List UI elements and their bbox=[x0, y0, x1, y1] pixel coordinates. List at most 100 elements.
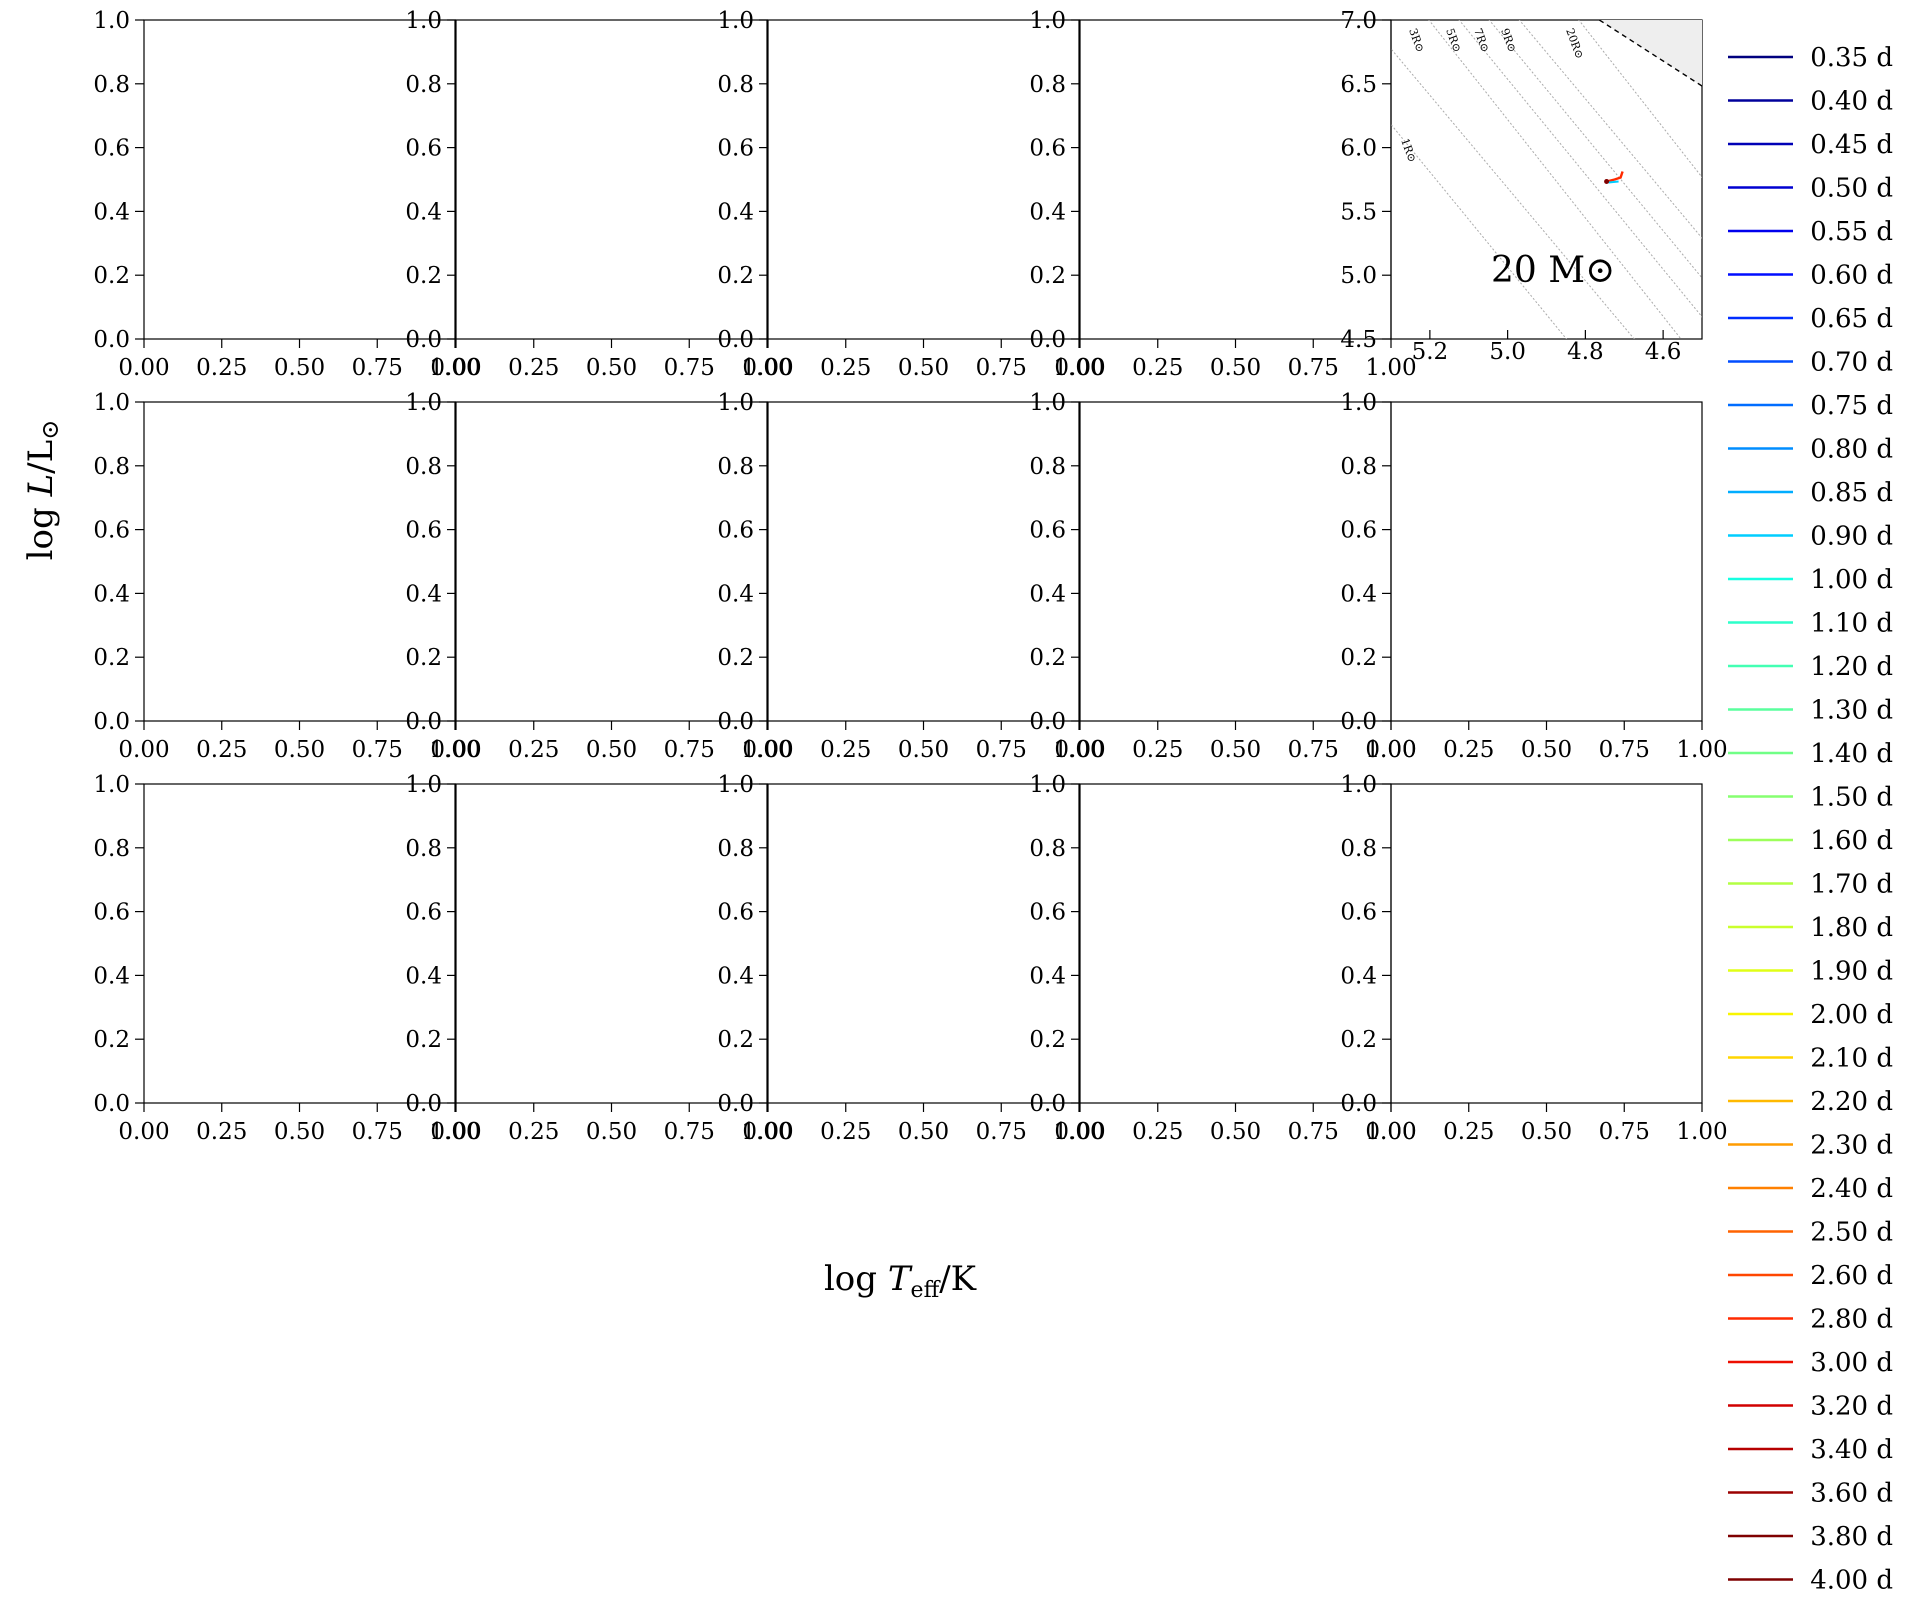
y-tick-label: 0.2 bbox=[1340, 1027, 1377, 1053]
y-tick-label: 1.0 bbox=[717, 8, 754, 34]
x-axis-title-part: eff bbox=[911, 1278, 941, 1303]
legend-label: 0.40 d bbox=[1810, 87, 1893, 117]
y-tick-label: 1.0 bbox=[717, 390, 754, 416]
x-tick-label: 0.75 bbox=[664, 1119, 715, 1145]
x-tick-label: 1.00 bbox=[1053, 355, 1104, 381]
y-tick-label: 0.2 bbox=[1340, 645, 1377, 671]
legend-label: 4.00 d bbox=[1810, 1566, 1893, 1596]
panel-r1-c2: 0.0 0.2 0.4 0.6 0.8 1.0 0.00 0.25 0.50 0.75 1.00 bbox=[717, 390, 1104, 763]
x-tick-label: 0.25 bbox=[508, 737, 559, 763]
y-tick-label: 0.8 bbox=[1029, 454, 1066, 480]
y-tick-label: 6.5 bbox=[1340, 72, 1377, 98]
panel-r1-c3: 0.0 0.2 0.4 0.6 0.8 1.0 0.00 0.25 0.50 0.75 1.00 bbox=[1029, 390, 1416, 763]
y-tick-label: 0.2 bbox=[1029, 645, 1066, 671]
x-tick-label: 0.50 bbox=[1210, 737, 1261, 763]
y-tick-label: 7.0 bbox=[1340, 8, 1377, 34]
x-tick-label: 1.00 bbox=[741, 1119, 792, 1145]
y-tick-label: 1.0 bbox=[405, 390, 442, 416]
legend-label: 0.75 d bbox=[1810, 391, 1893, 421]
y-tick-label: 0.8 bbox=[1340, 836, 1377, 862]
legend-label: 1.10 d bbox=[1810, 609, 1893, 639]
panel-r2-c4: 0.0 0.2 0.4 0.6 0.8 1.0 0.00 0.25 0.50 0.75 1.00 bbox=[1340, 772, 1727, 1145]
radius-line bbox=[1391, 48, 1635, 339]
y-tick-label: 1.0 bbox=[93, 390, 130, 416]
y-tick-label: 0.4 bbox=[1340, 963, 1377, 989]
x-tick-label: 5.2 bbox=[1412, 339, 1449, 365]
y-tick-label: 0.8 bbox=[93, 72, 130, 98]
x-tick-label: 0.00 bbox=[1054, 737, 1105, 763]
x-tick-label: 1.00 bbox=[1676, 737, 1727, 763]
x-tick-label: 4.8 bbox=[1567, 339, 1604, 365]
y-tick-label: 0.6 bbox=[405, 900, 442, 926]
legend-label: 0.90 d bbox=[1810, 522, 1893, 552]
x-tick-label: 0.25 bbox=[508, 1119, 559, 1145]
y-tick-label: 0.6 bbox=[717, 518, 754, 544]
x-tick-label: 0.50 bbox=[1210, 1119, 1261, 1145]
x-tick-label: 1.00 bbox=[741, 737, 792, 763]
x-tick-label: 0.00 bbox=[430, 355, 481, 381]
panel-frame bbox=[767, 401, 1080, 722]
y-tick-label: 0.8 bbox=[93, 836, 130, 862]
x-tick-label: 0.00 bbox=[430, 737, 481, 763]
radius-line bbox=[1428, 20, 1682, 339]
y-tick-label: 0.2 bbox=[1029, 263, 1066, 289]
x-tick-label: 0.75 bbox=[1288, 737, 1339, 763]
y-tick-label: 0.0 bbox=[1029, 327, 1066, 353]
legend-label: 2.40 d bbox=[1810, 1174, 1893, 1204]
y-tick-label: 0.6 bbox=[93, 518, 130, 544]
panel-r0-c1: 0.0 0.2 0.4 0.6 0.8 1.0 0.00 0.25 0.50 0.75 1.00 bbox=[405, 8, 792, 381]
evolution-track bbox=[1608, 180, 1619, 184]
legend-label: 2.80 d bbox=[1810, 1305, 1893, 1335]
x-tick-label: 0.75 bbox=[352, 355, 403, 381]
y-tick-label: 0.0 bbox=[93, 709, 130, 735]
x-tick-label: 0.25 bbox=[1132, 355, 1183, 381]
legend-label: 1.80 d bbox=[1810, 913, 1893, 943]
panel-frame bbox=[455, 783, 768, 1104]
panel-r0-c4: 1R⊙ 3R⊙ 5R⊙ 7R⊙ 9R⊙ 20R⊙ 20 M⊙ 4.5 5.0 5.5 6.0 6.5 7… bbox=[1340, 8, 1703, 365]
x-tick-label: 1.00 bbox=[1053, 737, 1104, 763]
legend-label: 0.70 d bbox=[1810, 348, 1893, 378]
y-axis-title-part: /L bbox=[21, 440, 61, 474]
legend-label: 1.20 d bbox=[1810, 652, 1893, 682]
y-tick-label: 0.6 bbox=[717, 900, 754, 926]
y-tick-label: 1.0 bbox=[1029, 8, 1066, 34]
x-tick-label: 0.75 bbox=[664, 355, 715, 381]
panel-frame bbox=[143, 401, 456, 722]
panel-r0-c3: 0.0 0.2 0.4 0.6 0.8 1.0 0.00 0.25 0.50 0.75 1.00 bbox=[1029, 8, 1416, 381]
y-tick-label: 5.5 bbox=[1340, 199, 1377, 225]
x-tick-label: 1.00 bbox=[429, 355, 480, 381]
panel-frame bbox=[455, 401, 768, 722]
legend-label: 2.50 d bbox=[1810, 1218, 1893, 1248]
y-tick-label: 0.0 bbox=[405, 709, 442, 735]
x-tick-label: 0.00 bbox=[1054, 1119, 1105, 1145]
y-tick-label: 0.0 bbox=[405, 1091, 442, 1117]
y-tick-label: 0.0 bbox=[717, 1091, 754, 1117]
radius-label: 20R⊙ bbox=[1563, 27, 1586, 61]
y-tick-label: 0.4 bbox=[1340, 581, 1377, 607]
eddington-limit-line bbox=[1598, 20, 1702, 87]
y-tick-label: 0.6 bbox=[1340, 518, 1377, 544]
y-tick-label: 0.4 bbox=[93, 963, 130, 989]
y-axis-title: log L/L⊙ bbox=[21, 420, 64, 561]
legend-label: 2.60 d bbox=[1810, 1261, 1893, 1291]
y-tick-label: 0.4 bbox=[93, 199, 130, 225]
radius-label: 1R⊙ bbox=[1398, 137, 1419, 164]
y-tick-label: 0.4 bbox=[717, 963, 754, 989]
y-tick-label: 0.8 bbox=[1029, 836, 1066, 862]
radius-label: 9R⊙ bbox=[1498, 27, 1519, 54]
x-tick-label: 0.50 bbox=[586, 1119, 637, 1145]
x-tick-label: 1.00 bbox=[1365, 355, 1416, 381]
x-tick-label: 1.00 bbox=[429, 737, 480, 763]
legend-label: 1.90 d bbox=[1810, 957, 1893, 987]
x-tick-label: 0.25 bbox=[1443, 1119, 1494, 1145]
y-tick-label: 0.0 bbox=[1340, 1091, 1377, 1117]
x-tick-label: 0.50 bbox=[898, 1119, 949, 1145]
legend-label: 1.00 d bbox=[1810, 565, 1893, 595]
x-tick-label: 1.00 bbox=[741, 355, 792, 381]
y-tick-label: 0.4 bbox=[405, 581, 442, 607]
x-tick-label: 0.50 bbox=[898, 355, 949, 381]
legend-label: 3.20 d bbox=[1810, 1392, 1893, 1422]
legend-label: 0.80 d bbox=[1810, 435, 1893, 465]
y-axis-title-part: L bbox=[21, 474, 61, 498]
